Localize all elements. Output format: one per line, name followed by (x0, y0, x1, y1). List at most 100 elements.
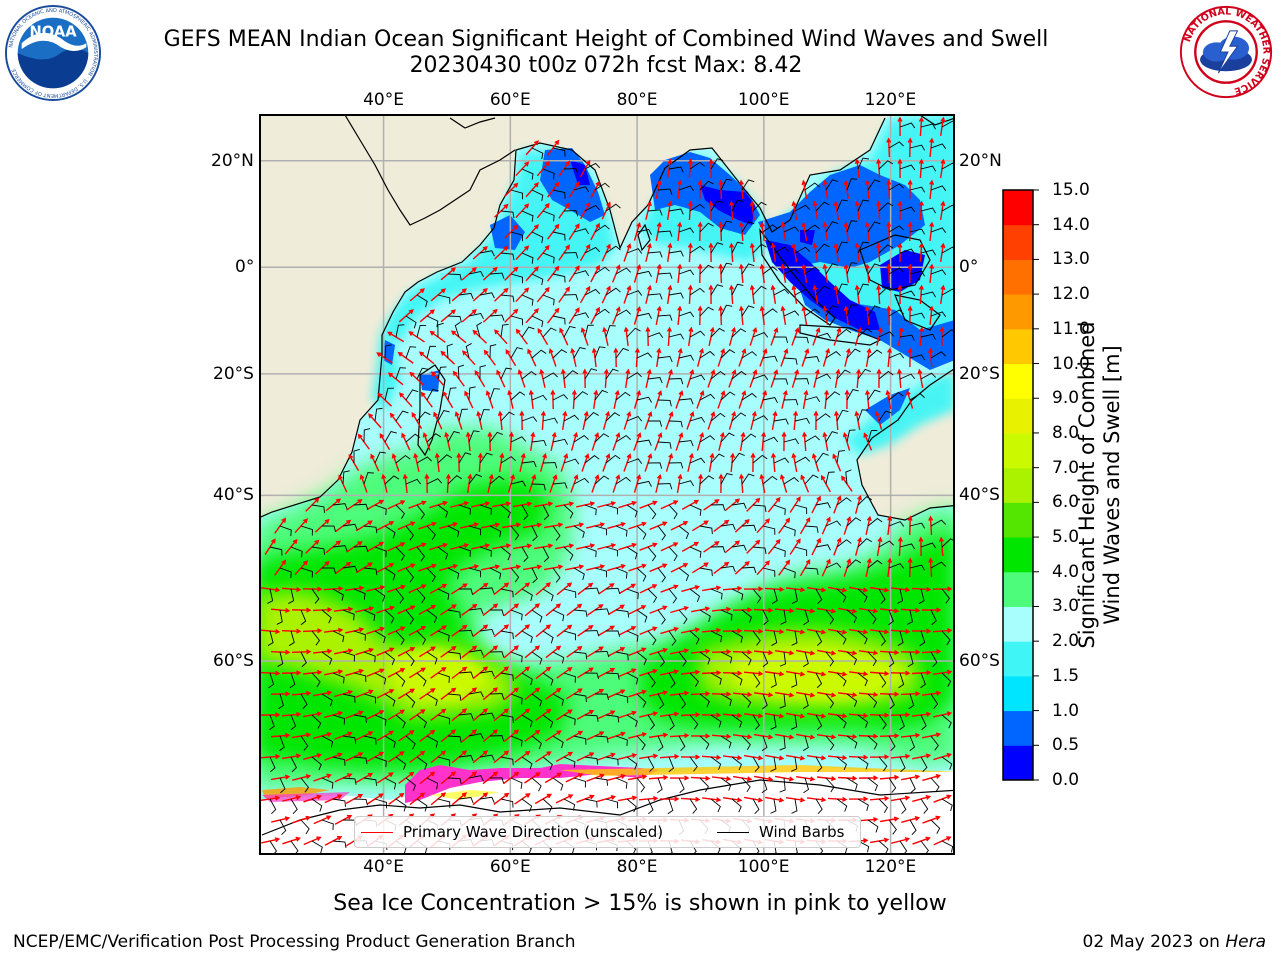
wind-barb (563, 294, 579, 301)
wind-barb (342, 523, 358, 530)
wind-barb (437, 504, 449, 518)
wind-barb (267, 630, 274, 647)
wind-barb (888, 183, 904, 191)
wind-barb (626, 546, 638, 560)
wind-barb (909, 777, 916, 794)
wind-barb (888, 819, 897, 835)
wind-barb (720, 523, 736, 531)
wind-barb (521, 630, 533, 643)
wind-barb (405, 525, 415, 541)
wind-barb (741, 392, 757, 401)
wind-barb (605, 412, 621, 422)
wind-barb (384, 344, 392, 359)
wind-barb (752, 546, 767, 555)
wind-barb (521, 252, 534, 264)
wind-barb (815, 502, 831, 509)
wind-barb (678, 440, 694, 447)
wind-barb (878, 286, 894, 296)
wind-barb (311, 672, 321, 688)
wind-barb (510, 480, 526, 487)
wind-barb (321, 819, 334, 830)
wind-barb (479, 754, 495, 761)
wind-barb (668, 166, 684, 173)
wind-barb (689, 245, 705, 254)
wind-barb (374, 546, 387, 558)
wind-barb (846, 178, 858, 191)
wind-barb (605, 504, 618, 515)
wind-barb (636, 567, 647, 582)
wind-barb (752, 454, 768, 464)
wind-barb (836, 369, 851, 380)
wind-barb (563, 252, 579, 259)
wind-barb (311, 588, 320, 604)
wind-barb (636, 777, 646, 793)
wind-barb (710, 672, 722, 685)
wind-barb (657, 272, 673, 279)
wind-barb (783, 567, 796, 579)
colorbar-segment (1003, 467, 1033, 503)
wind-barb (657, 399, 672, 407)
colorbar-segment (1003, 294, 1033, 330)
wind-barb (290, 756, 297, 773)
wind-barb (815, 588, 823, 605)
wind-barb (689, 630, 700, 645)
wind-barb (857, 199, 869, 212)
wind-barb (791, 798, 798, 814)
wind-barb (720, 220, 733, 233)
wind-barb (584, 455, 600, 464)
wind-barb (500, 504, 511, 519)
wind-barb (510, 231, 524, 242)
wind-barb (615, 347, 629, 359)
wind-barb (909, 354, 926, 361)
colorbar-segment (1003, 710, 1033, 746)
wind-barb (458, 452, 472, 464)
wind-barb (741, 735, 751, 751)
wind-barb (780, 609, 787, 625)
colorbar-segment (1003, 502, 1033, 538)
wind-barb (615, 567, 628, 579)
wind-barb (437, 454, 453, 464)
tick-label: 15.0 (1052, 180, 1090, 200)
wind-barb (552, 394, 569, 401)
wind-barb (741, 305, 755, 317)
wind-barb (783, 438, 800, 445)
wind-barb (552, 693, 564, 706)
wind-barb (626, 458, 643, 464)
wind-barb (699, 435, 715, 443)
wind-barb (447, 609, 461, 619)
wind-barb (731, 756, 742, 771)
wind-barb (941, 756, 953, 770)
wind-barb (500, 588, 514, 598)
wind-barb (311, 756, 322, 771)
wind-barb (605, 630, 621, 637)
wind-barb (636, 609, 648, 623)
wind-barb (678, 185, 695, 192)
wind-barb (804, 567, 819, 575)
wind-barb (689, 416, 706, 423)
wind-barb (479, 546, 492, 557)
tick-label: 6.0 (1052, 492, 1080, 513)
wind-barb (689, 672, 699, 688)
wind-barb (446, 343, 453, 359)
wind-barb (689, 203, 705, 212)
wind-barb (321, 651, 333, 665)
wind-barb (584, 324, 594, 338)
wind-barb (909, 270, 925, 277)
wind-barb (779, 651, 787, 667)
wind-barb (311, 546, 326, 555)
wind-barb (731, 328, 747, 338)
wind-barb (510, 347, 523, 359)
wind-barb (353, 448, 360, 464)
wind-barb (542, 168, 555, 180)
wind-barb (510, 436, 527, 443)
wind-barb (752, 756, 760, 772)
wind-barb (405, 346, 417, 359)
wind-barb (458, 671, 474, 678)
wind-barb (395, 367, 407, 380)
wind-barb (888, 651, 895, 668)
wind-barb (846, 609, 857, 624)
wind-barb (542, 546, 550, 563)
wind-barb (899, 714, 905, 731)
wind-barb (277, 651, 284, 667)
wind-barb (836, 283, 848, 296)
